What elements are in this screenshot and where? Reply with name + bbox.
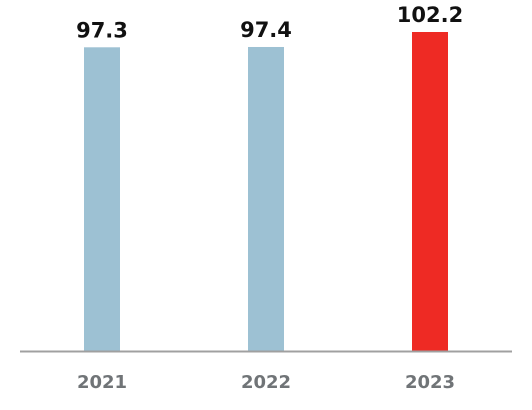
value-label-2021: 97.3: [76, 18, 128, 42]
x-tick-label-2023: 2023: [405, 372, 455, 393]
bar-2022: [248, 46, 284, 351]
bar-2023: [412, 32, 448, 351]
value-labels-group: 97.3 97.4 102.2: [76, 3, 463, 42]
x-tick-labels: 2021 2022 2023: [77, 372, 455, 393]
value-label-2023: 102.2: [397, 3, 463, 27]
bars-group: [84, 32, 448, 351]
bar-2021: [84, 47, 120, 351]
x-tick-label-2021: 2021: [77, 372, 127, 393]
x-tick-label-2022: 2022: [241, 372, 291, 393]
value-label-2022: 97.4: [240, 18, 292, 42]
